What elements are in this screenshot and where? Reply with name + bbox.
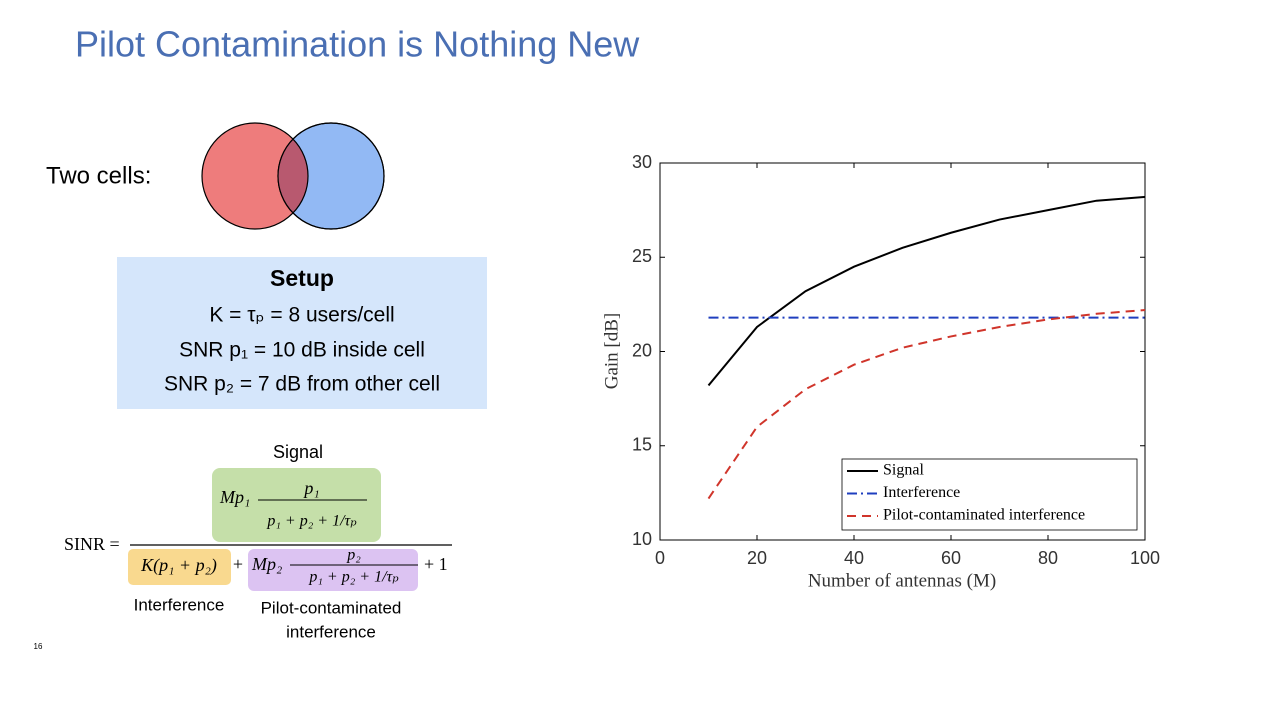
- y-tick-label: 30: [632, 152, 652, 172]
- legend-label: Interference: [883, 484, 960, 501]
- signal-label: Signal: [273, 442, 323, 462]
- y-tick-label: 10: [632, 529, 652, 549]
- y-tick-label: 20: [632, 340, 652, 360]
- x-tick-label: 80: [1038, 548, 1058, 568]
- y-tick-label: 25: [632, 246, 652, 266]
- x-tick-label: 20: [747, 548, 767, 568]
- y-tick-label: 15: [632, 435, 652, 455]
- x-tick-label: 0: [655, 548, 665, 568]
- x-tick-label: 40: [844, 548, 864, 568]
- x-axis-label: Number of antennas (M): [808, 570, 996, 591]
- page-number: 16: [34, 642, 43, 651]
- plus-sign: +: [233, 554, 243, 574]
- setup-line: SNR p₂ = 7 dB from other cell: [164, 373, 440, 396]
- x-tick-label: 100: [1130, 548, 1160, 568]
- setup-box: [117, 257, 487, 409]
- cell-b-outline: [277, 122, 385, 230]
- interference-box: [128, 549, 231, 585]
- legend-label: Pilot-contaminated interference: [883, 507, 1085, 524]
- pilot-frac-num: p₂: [346, 547, 361, 564]
- sinr-lhs: SINR =: [64, 534, 120, 554]
- signal-lead: Mp₁: [219, 487, 250, 507]
- setup-line: K = τₚ = 8 users/cell: [209, 304, 394, 327]
- signal-frac-den: p₁ + p₂ + 1/τₚ: [266, 513, 357, 530]
- x-tick-label: 60: [941, 548, 961, 568]
- legend-label: Signal: [883, 462, 924, 479]
- signal-frac-num: p₁: [302, 478, 319, 498]
- y-axis-label: Gain [dB]: [601, 313, 622, 390]
- legend-box: [841, 458, 1138, 531]
- pilot-box: [248, 549, 418, 591]
- interference-term: K(p₁ + p₂): [140, 555, 217, 576]
- cells-label: Two cells:: [46, 162, 151, 189]
- series-line: [707, 309, 1146, 500]
- chart: Number of antennas (M) Gain [dB] 10 15 20 2…: [601, 152, 1160, 592]
- setup-line: SNR p₁ = 10 dB inside cell: [179, 339, 425, 362]
- signal-box: [212, 468, 381, 542]
- pilot-label: interference: [286, 622, 376, 641]
- pilot-label: Pilot-contaminated: [261, 598, 402, 617]
- slide-title: Pilot Contamination is Nothing New: [75, 24, 640, 65]
- formula-tail: + 1: [424, 554, 448, 574]
- interference-label: Interference: [134, 595, 225, 614]
- pilot-frac-den: p₁ + p₂ + 1/τₚ: [308, 569, 399, 586]
- setup-heading: Setup: [270, 265, 334, 291]
- series-line: [707, 195, 1146, 387]
- pilot-lead: Mp₂: [251, 554, 282, 574]
